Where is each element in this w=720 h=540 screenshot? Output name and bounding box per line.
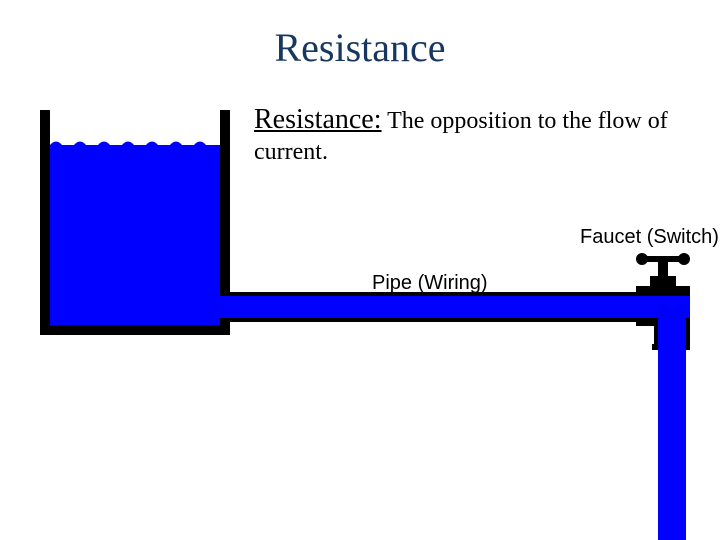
definition-term: Resistance: (254, 104, 382, 135)
tank-wall (40, 110, 50, 335)
water-wave (50, 138, 220, 152)
tank-diagram (40, 110, 230, 335)
page-title: Resistance (0, 24, 720, 71)
tank-water (50, 145, 220, 325)
tank-wall (40, 325, 230, 335)
definition-text: Resistance: The opposition to the flow o… (254, 102, 714, 167)
faucet-label: Faucet (Switch) (580, 226, 719, 249)
pipe-water (220, 296, 650, 318)
spout-water (658, 330, 686, 540)
